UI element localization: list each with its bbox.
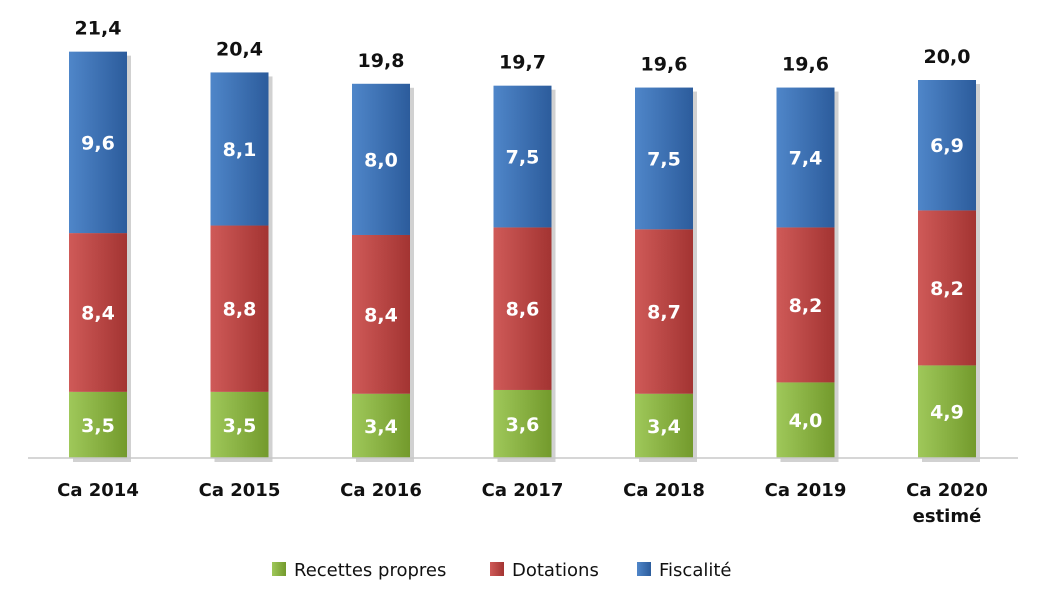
legend-label: Recettes propres (294, 560, 446, 581)
data-label: 6,9 (930, 135, 964, 157)
data-label: 9,6 (81, 132, 115, 154)
data-label: 4,9 (930, 402, 964, 424)
data-label: 3,5 (223, 415, 257, 437)
legend-label: Fiscalité (659, 560, 731, 581)
total-label: 20,4 (216, 38, 263, 60)
bar-segment-dotations (918, 210, 976, 366)
bar-segment-fiscalit- (493, 85, 552, 228)
bar-segment-fiscalit- (352, 83, 410, 235)
data-label: 8,7 (647, 302, 681, 324)
data-label: 7,5 (506, 147, 540, 169)
data-label: 8,8 (223, 299, 257, 321)
data-label: 8,1 (223, 139, 257, 161)
x-tick-label: Ca 2016 (340, 480, 422, 501)
bar-segment-fiscalit- (918, 80, 976, 211)
data-label: 7,4 (789, 147, 823, 169)
bar-segment-recettes-propres (493, 389, 552, 458)
bar-segment-dotations (210, 225, 269, 392)
total-label: 19,6 (641, 54, 688, 76)
bar-segment-dotations (776, 227, 835, 383)
bar-segment-dotations (493, 227, 552, 390)
data-label: 8,4 (81, 302, 115, 324)
bar-segment-dotations (635, 229, 693, 394)
data-label: 7,5 (647, 148, 681, 170)
data-label: 3,4 (647, 416, 681, 438)
total-label: 19,6 (782, 54, 829, 76)
total-label: 19,7 (499, 52, 546, 74)
data-label: 8,6 (506, 299, 540, 321)
bar-segment-fiscalit- (210, 72, 269, 226)
x-tick-label: Ca 2020 (906, 480, 988, 501)
data-label: 8,2 (789, 295, 823, 317)
data-label: 3,4 (364, 416, 398, 438)
bar-segment-recettes-propres (918, 365, 976, 458)
bar-segment-recettes-propres (352, 393, 410, 458)
total-label: 21,4 (75, 18, 122, 40)
x-tick-label: Ca 2015 (199, 480, 281, 501)
x-tick-label: estimé (913, 506, 982, 527)
bar-segment-recettes-propres (210, 391, 269, 458)
x-tick-label: Ca 2017 (482, 480, 564, 501)
bar-segment-recettes-propres (69, 391, 127, 458)
legend-swatch (272, 562, 286, 576)
bar-segment-recettes-propres (635, 393, 693, 458)
legend-swatch (490, 562, 504, 576)
data-label: 8,4 (364, 304, 398, 326)
bar-segment-recettes-propres (776, 382, 835, 458)
bar-segment-fiscalit- (635, 87, 693, 230)
x-tick-label: Ca 2018 (623, 480, 705, 501)
total-label: 19,8 (358, 50, 405, 72)
bar-segment-dotations (352, 234, 410, 394)
bar-segment-fiscalit- (776, 87, 835, 228)
total-label: 20,0 (924, 46, 971, 68)
legend-swatch (637, 562, 651, 576)
legend-label: Dotations (512, 560, 599, 581)
bar-segment-fiscalit- (69, 51, 127, 234)
data-label: 8,0 (364, 149, 398, 171)
data-label: 4,0 (789, 410, 823, 432)
data-label: 3,6 (506, 414, 540, 436)
bar-segment-dotations (69, 233, 127, 392)
data-label: 3,5 (81, 415, 115, 437)
x-tick-label: Ca 2019 (765, 480, 847, 501)
x-tick-label: Ca 2014 (57, 480, 139, 501)
data-label: 8,2 (930, 278, 964, 300)
